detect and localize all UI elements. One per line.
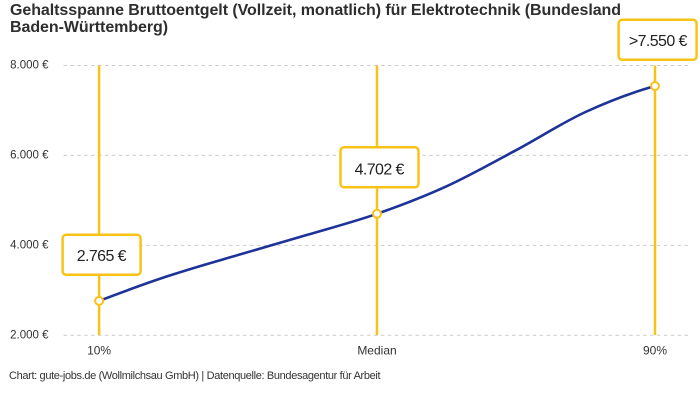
svg-text:2.000 €: 2.000 €: [10, 329, 49, 341]
svg-text:Median: Median: [357, 344, 396, 358]
svg-text:2.765 €: 2.765 €: [77, 248, 127, 265]
svg-text:8.000 €: 8.000 €: [10, 60, 49, 72]
svg-text:4.702 €: 4.702 €: [355, 162, 405, 179]
svg-text:10%: 10%: [87, 344, 111, 358]
svg-text:90%: 90%: [643, 344, 667, 358]
svg-text:4.000 €: 4.000 €: [10, 239, 49, 251]
svg-text:6.000 €: 6.000 €: [10, 149, 49, 161]
svg-text:>7.550 €: >7.550 €: [629, 33, 688, 50]
